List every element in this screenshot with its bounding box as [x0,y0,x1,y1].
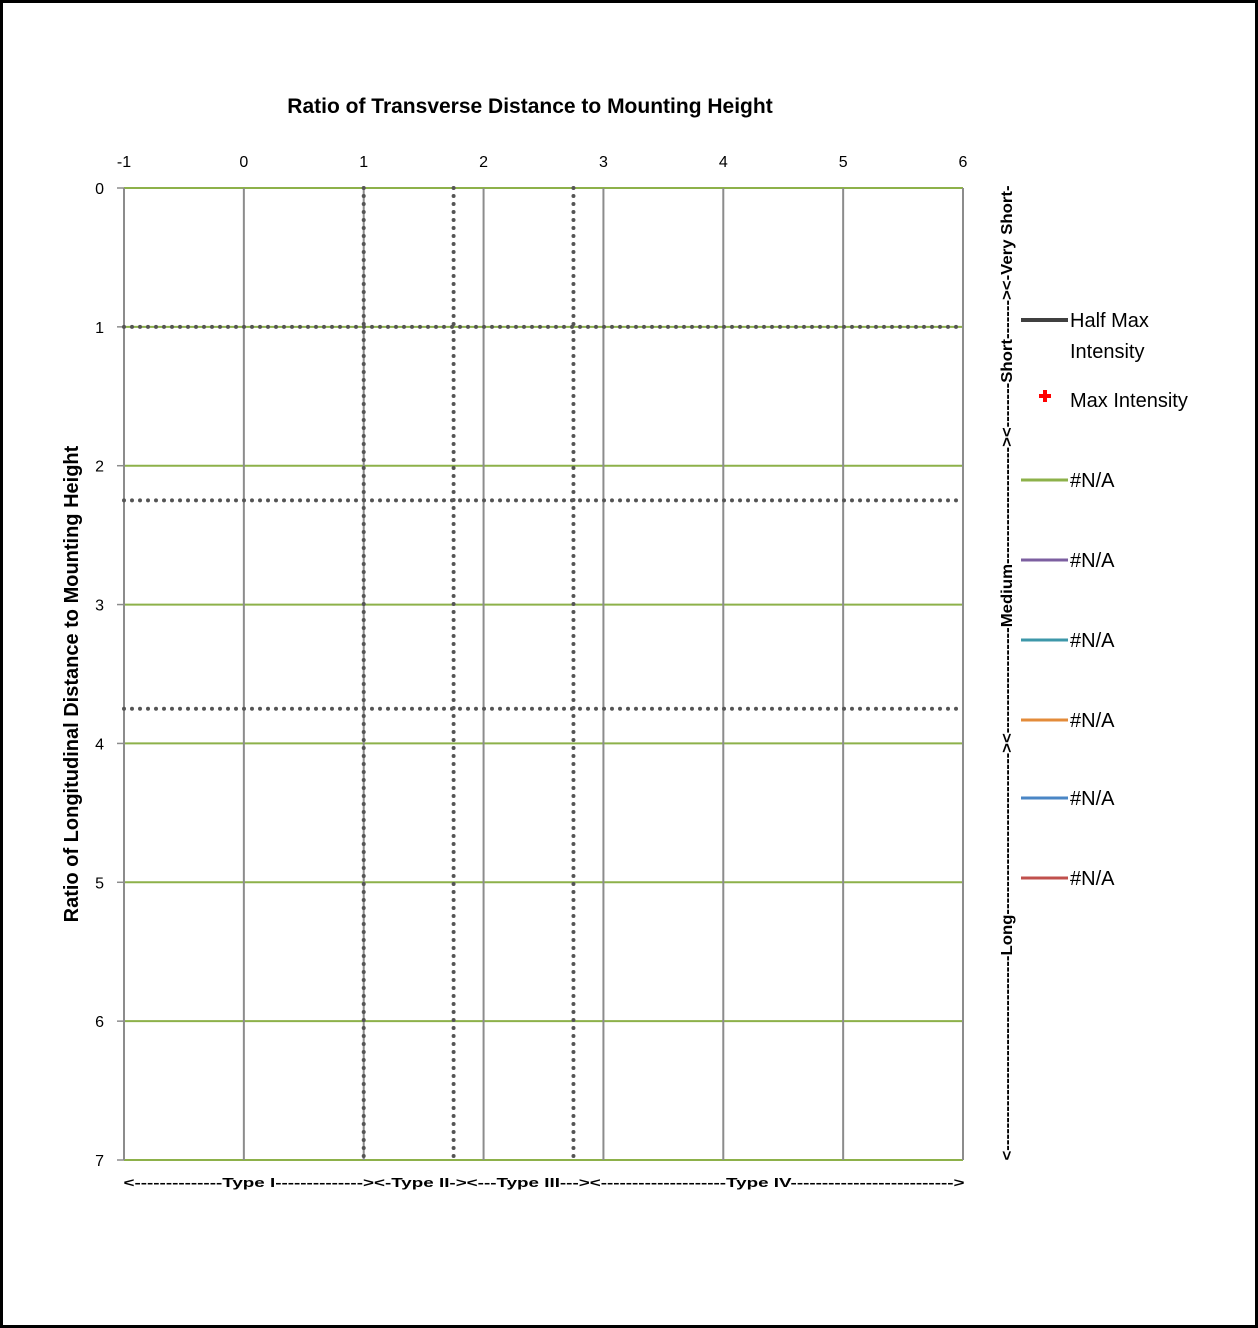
x-tick-label: 0 [239,154,248,171]
y-tick-label: 5 [95,875,104,892]
type-boundary-lines [122,186,965,1162]
legend-label: #N/A [1070,550,1115,572]
x-tick-label: 5 [839,154,848,171]
legend-label: #N/A [1070,630,1115,652]
legend-label: #N/A [1070,710,1115,732]
x-tick-label: 4 [719,154,728,171]
x-tick-label: 1 [359,154,368,171]
y-tick-label: 0 [95,181,104,198]
x-tick-label: 2 [479,154,488,171]
y-tick-label: 1 [95,320,104,337]
y-axis-label: Ratio of Longitudinal Distance to Mounti… [61,445,83,922]
x-tick-label: 6 [959,154,968,171]
x-tick-label: -1 [117,154,131,171]
max-intensity-marker [1043,390,1047,402]
longitudinal-type-bands: <-----------------------------------Long… [999,186,1016,1161]
legend-label: #N/A [1070,788,1115,810]
x-tick-label: 3 [599,154,608,171]
x-tick-labels: -1 0 1 2 3 4 5 6 [117,154,968,171]
vertical-gridlines [123,188,964,1160]
legend-label: Half Max Intensity [1070,310,1149,363]
y-tick-labels: 0 1 2 3 4 5 6 7 [95,181,104,1170]
y-tick-label: 2 [95,459,104,476]
y-tick-label: 6 [95,1014,104,1031]
legend-label: #N/A [1070,470,1115,492]
legend-label: #N/A [1070,868,1115,890]
legend-label: Max Intensity [1070,390,1188,412]
chart-title: Ratio of Transverse Distance to Mounting… [287,95,772,118]
legend: Half Max Intensity Max Intensity #N/A #N/A #N… [1021,310,1188,890]
y-tick-label: 7 [95,1153,104,1170]
y-tick-label: 4 [95,736,104,753]
horizontal-gridlines [117,187,963,1161]
y-tick-label: 3 [95,598,104,615]
transverse-type-bands: <--------------Type I--------------><-Ty… [124,1175,966,1190]
